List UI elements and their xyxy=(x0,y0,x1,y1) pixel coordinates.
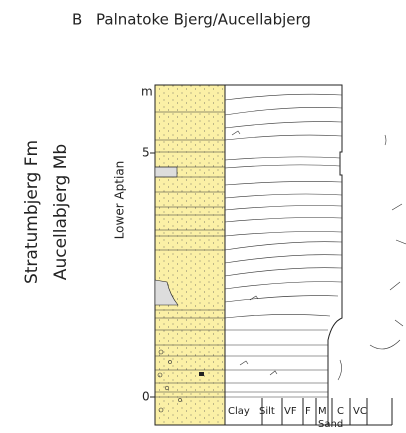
paleocurrents xyxy=(337,134,406,381)
profile xyxy=(225,84,343,426)
grain-class: Silt xyxy=(259,406,275,417)
fossil xyxy=(199,372,204,376)
cross-beds xyxy=(224,93,343,398)
grain-class: M xyxy=(318,406,327,417)
member: Aucellabjerg Mb xyxy=(51,144,71,280)
grain-class: VF xyxy=(284,406,297,417)
grain-class: VC xyxy=(353,406,367,417)
pebbles xyxy=(157,349,182,413)
stratigraphy: Stratumbjerg Fm Aucellabjerg Mb Lower Ap… xyxy=(22,140,127,284)
grain-size-scale: Clay Silt VF F M C VC Sand xyxy=(225,398,393,430)
header: B Palnatoke Bjerg/Aucellabjerg xyxy=(72,11,311,29)
formation: Stratumbjerg Fm xyxy=(22,140,42,284)
grain-class: Clay xyxy=(228,406,250,417)
sand-label: Sand xyxy=(318,419,343,430)
panel-label: B xyxy=(72,11,82,29)
structure-column xyxy=(224,84,343,426)
unit: m xyxy=(141,85,153,99)
depth-label: 0 xyxy=(142,390,150,404)
lithology-column xyxy=(154,84,226,426)
grain-class: C xyxy=(337,406,344,417)
stage: Lower Aptian xyxy=(113,161,127,240)
grain-class: F xyxy=(305,406,311,417)
depth-scale: m 5 0 xyxy=(141,85,155,404)
mud-patch xyxy=(154,166,178,178)
mud-patch xyxy=(154,279,179,306)
sand-column xyxy=(154,84,226,426)
ripple-symbols xyxy=(231,130,278,376)
bedding xyxy=(155,111,225,398)
scale-ticks xyxy=(225,398,393,426)
title: Palnatoke Bjerg/Aucellabjerg xyxy=(96,11,311,29)
depth-label: 5 xyxy=(142,146,150,160)
